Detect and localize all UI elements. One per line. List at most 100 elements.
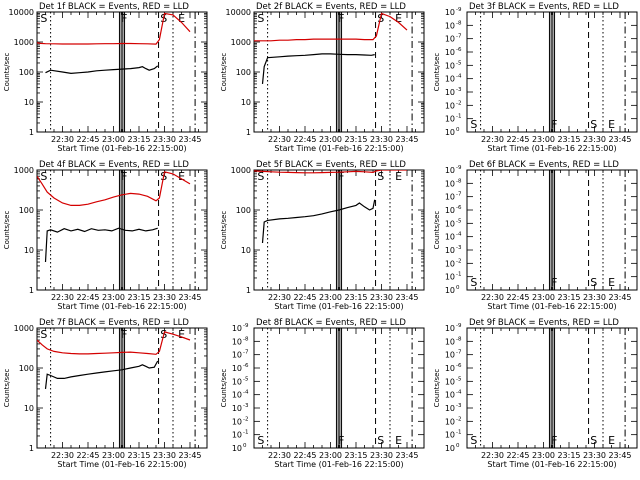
chart-7-frame — [253, 327, 425, 449]
chart-7-y-tick-label: 10 — [232, 404, 242, 413]
chart-8-y-tick-exponent: -3 — [456, 403, 462, 409]
chart-7-title: Det 8f BLACK = Events, RED = LLD — [256, 318, 406, 328]
chart-8-frame — [466, 327, 638, 449]
chart-5-y-tick-label: 10 — [445, 259, 455, 268]
chart-4-event-marker-1: F — [338, 170, 344, 183]
chart-0-series-0-line — [37, 12, 191, 45]
chart-6-y-tick-label: 1 — [29, 444, 34, 453]
chart-0-y-tick-label: 100 — [19, 68, 34, 77]
chart-7-y-tick-exponent: -2 — [243, 416, 248, 422]
chart-6-series-1-line — [44, 360, 159, 389]
chart-1-event-marker-0: S — [257, 12, 264, 25]
chart-8-x-tick-label: 23:45 — [608, 451, 631, 460]
chart-2-x-tick-label: 23:45 — [608, 135, 631, 144]
chart-7-y-tick-label: 10 — [232, 364, 242, 373]
chart-6-x-tick-label: 23:15 — [127, 451, 150, 460]
chart-2-event-marker-1: F — [551, 118, 557, 131]
chart-1-x-tick-label: 23:45 — [395, 135, 418, 144]
chart-8-x-tick-label: 22:45 — [506, 451, 529, 460]
chart-6-y-tick-label: 10 — [24, 404, 34, 413]
chart-2-y-tick-exponent: -4 — [456, 74, 462, 80]
chart-5-x-tick-label: 23:45 — [608, 293, 631, 302]
chart-6-x-tick-label: 22:45 — [76, 451, 99, 460]
chart-0-y-tick-label: 1 — [29, 128, 34, 137]
chart-3-y-tick-label: 10 — [24, 246, 34, 255]
chart-7-y-tick-exponent: -8 — [243, 336, 249, 342]
chart-5-y-tick-label: 10 — [445, 206, 455, 215]
chart-5-x-tick-label: 23:15 — [557, 293, 580, 302]
chart-3-series-0-line — [37, 171, 191, 206]
chart-7-x-tick-label: 22:30 — [268, 451, 291, 460]
chart-8-x-tick-label: 23:00 — [532, 451, 555, 460]
chart-8-y-tick-exponent: -6 — [456, 363, 462, 369]
chart-4-y-tick-label: 1000 — [231, 166, 251, 175]
chart-8-y-tick-exponent: -5 — [456, 376, 462, 382]
chart-5-x-axis-label: Start Time (01-Feb-16 22:15:00) — [487, 302, 616, 311]
chart-4-series-0-line — [254, 170, 407, 174]
chart-1-frame — [253, 11, 425, 133]
chart-2-y-tick-exponent: -7 — [456, 34, 462, 40]
chart-3-y-tick-label: 1000 — [14, 166, 34, 175]
chart-1-x-tick-label: 22:30 — [268, 135, 291, 144]
chart-1-y-tick-label: 10000 — [226, 8, 251, 17]
chart-4-y-tick-label: 1 — [246, 286, 251, 295]
chart-5-title: Det 6f BLACK = Events, RED = LLD — [469, 160, 619, 170]
chart-2-event-marker-2: S — [590, 118, 597, 131]
chart-7-x-tick-label: 23:30 — [370, 451, 393, 460]
chart-1-y-tick-label: 100 — [236, 68, 251, 77]
chart-7-y-tick-label: 10 — [232, 391, 242, 400]
chart-8-y-tick-label: 10 — [445, 377, 455, 386]
chart-2-y-tick-label: 10 — [445, 35, 455, 44]
chart-5-y-tick-label: 10 — [445, 286, 455, 295]
chart-8-y-tick-label: 10 — [445, 431, 455, 440]
chart-5-y-tick-label: 10 — [445, 166, 455, 175]
chart-7-y-tick-exponent: 0 — [243, 443, 247, 449]
chart-2-y-tick-label: 10 — [445, 75, 455, 84]
chart-7-event-marker-2: S — [377, 434, 384, 447]
chart-2-event-marker-3: E — [608, 118, 615, 131]
chart-0-x-tick-label: 23:15 — [127, 135, 150, 144]
chart-2-y-tick-label: 10 — [445, 115, 455, 124]
chart-5-x-tick-label: 22:30 — [481, 293, 504, 302]
chart-8-y-tick-label: 10 — [445, 391, 455, 400]
chart-4-panel: Det 5f BLACK = Events, RED = LLD 1 10 100 10… — [220, 160, 425, 311]
chart-5-y-axis-label: Counts/sec — [433, 211, 441, 250]
chart-2-y-axis-label: Counts/sec — [433, 53, 441, 92]
chart-0-x-tick-label: 23:45 — [178, 135, 201, 144]
chart-0-x-axis-label: Start Time (01-Feb-16 22:15:00) — [57, 144, 186, 153]
chart-4-event-marker-2: S — [377, 170, 384, 183]
chart-8-x-axis-label: Start Time (01-Feb-16 22:15:00) — [487, 460, 616, 469]
chart-7-x-tick-label: 23:45 — [395, 451, 418, 460]
chart-5-x-tick-label: 22:45 — [506, 293, 529, 302]
chart-6-x-axis-label: Start Time (01-Feb-16 22:15:00) — [57, 460, 186, 469]
chart-7-y-tick-label: 10 — [232, 324, 242, 333]
chart-5-event-marker-1: F — [551, 276, 557, 289]
chart-8-y-tick-exponent: -1 — [456, 430, 461, 436]
chart-8-event-marker-0: S — [470, 434, 477, 447]
chart-7-x-tick-label: 22:45 — [293, 451, 316, 460]
chart-2-y-tick-exponent: -9 — [456, 7, 462, 13]
chart-3-x-tick-label: 22:30 — [51, 293, 74, 302]
chart-7-y-tick-label: 10 — [232, 351, 242, 360]
chart-5-y-tick-label: 10 — [445, 246, 455, 255]
chart-4-x-tick-label: 22:30 — [268, 293, 291, 302]
chart-3-x-axis-label: Start Time (01-Feb-16 22:15:00) — [57, 302, 186, 311]
chart-8-y-tick-exponent: -2 — [456, 416, 461, 422]
chart-6-series-0-line — [37, 331, 191, 355]
chart-6-frame — [36, 327, 208, 449]
chart-2-x-tick-label: 23:00 — [532, 135, 555, 144]
chart-3-y-tick-label: 100 — [19, 206, 34, 215]
chart-7-y-tick-exponent: -9 — [243, 323, 249, 329]
chart-6-event-marker-3: E — [178, 328, 185, 341]
chart-7-y-tick-label: 10 — [232, 444, 242, 453]
chart-2-y-tick-label: 10 — [445, 128, 455, 137]
chart-0-event-marker-3: E — [178, 12, 185, 25]
chart-3-event-marker-0: S — [40, 170, 47, 183]
chart-1-y-tick-label: 1000 — [231, 38, 251, 47]
chart-5-y-tick-exponent: -9 — [456, 165, 462, 171]
chart-6-y-tick-label: 1000 — [14, 324, 34, 333]
chart-7-y-tick-label: 10 — [232, 417, 242, 426]
chart-1-x-tick-label: 23:30 — [370, 135, 393, 144]
